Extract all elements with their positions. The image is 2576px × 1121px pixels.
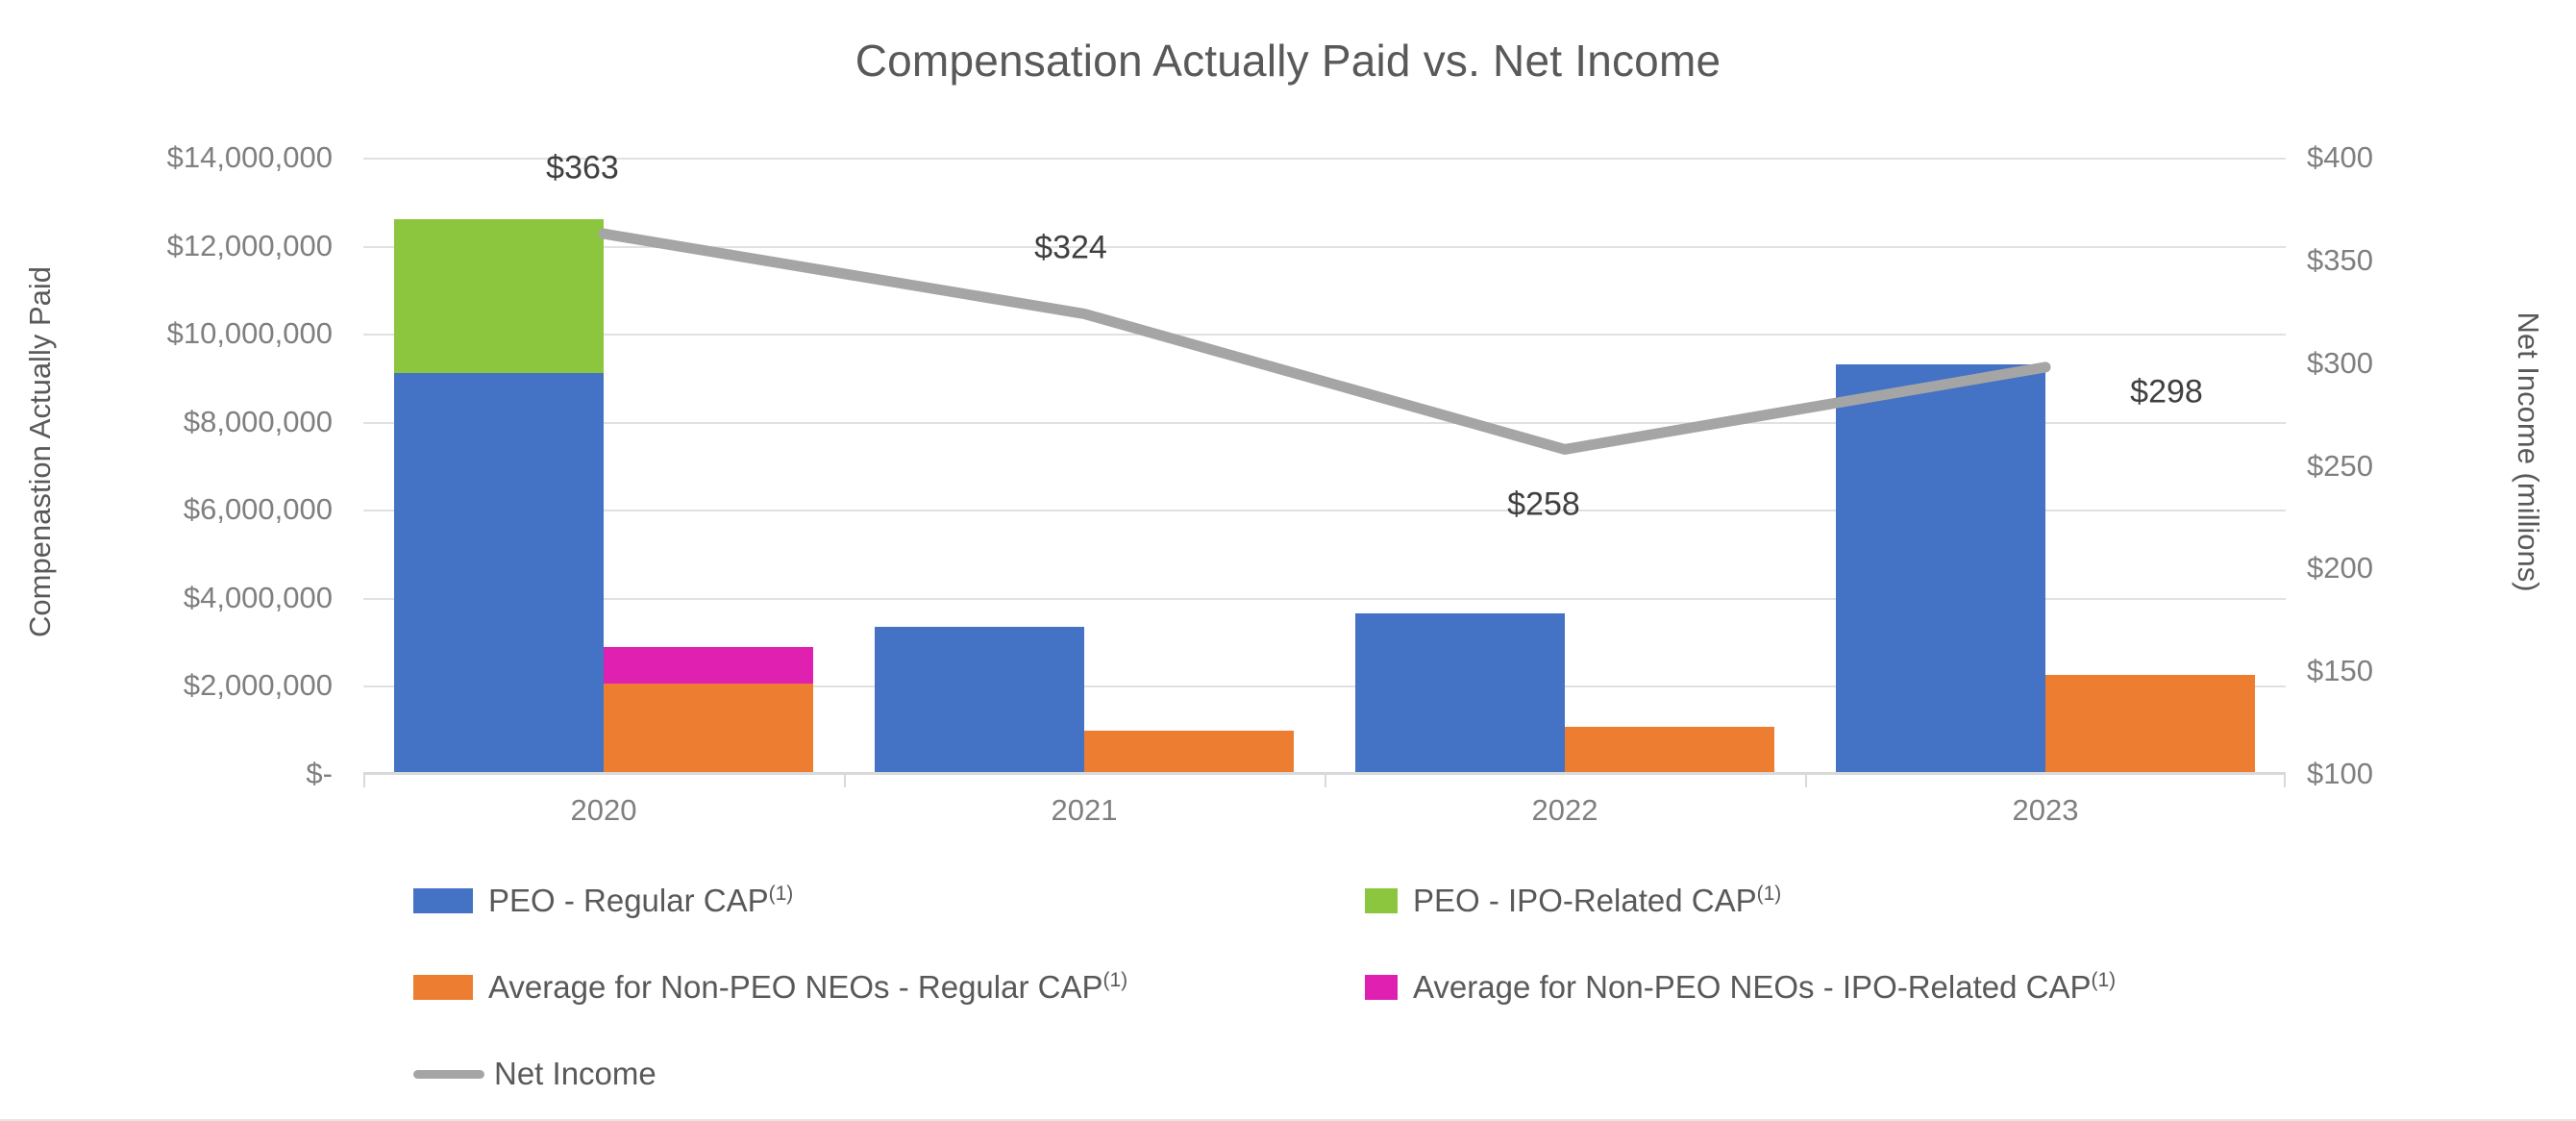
bar-segment[interactable] bbox=[1355, 612, 1565, 774]
plot-area bbox=[363, 158, 2286, 787]
gridline bbox=[363, 510, 2286, 512]
y-axis-left-tick-label: $- bbox=[306, 757, 333, 790]
net-income-line bbox=[604, 234, 2045, 449]
x-axis-tick-label: 2022 bbox=[1531, 793, 1598, 827]
legend-swatch-icon bbox=[1365, 975, 1398, 1000]
y-axis-right-tick-label: $250 bbox=[2307, 448, 2373, 483]
gridline bbox=[363, 158, 2286, 160]
legend-swatch-icon bbox=[413, 975, 473, 1000]
bar-peo-2023[interactable] bbox=[1836, 364, 2045, 774]
bar-neo-2020[interactable] bbox=[604, 647, 813, 774]
x-axis-tick bbox=[363, 774, 365, 787]
bar-peo-2021[interactable] bbox=[875, 627, 1084, 774]
y-axis-right-tick-label: $150 bbox=[2307, 654, 2373, 688]
bar-segment[interactable] bbox=[604, 683, 813, 774]
x-axis-tick bbox=[2284, 774, 2286, 787]
bar-neo-2021[interactable] bbox=[1084, 731, 1294, 774]
bar-peo-2022[interactable] bbox=[1355, 612, 1565, 774]
gridline bbox=[363, 334, 2286, 336]
y-axis-right-tick-label: $100 bbox=[2307, 757, 2373, 790]
bar-segment[interactable] bbox=[2045, 675, 2255, 774]
x-axis-tick-label: 2023 bbox=[2012, 793, 2079, 827]
y-axis-right-title: Net Income (millions) bbox=[2512, 311, 2545, 592]
legend-item-label-text: Net Income bbox=[494, 1056, 656, 1091]
x-axis-tick bbox=[844, 774, 846, 787]
y-axis-right-tick-label: $400 bbox=[2307, 140, 2373, 174]
y-axis-left-tick-label: $10,000,000 bbox=[166, 316, 333, 351]
bar-segment[interactable] bbox=[604, 647, 813, 684]
legend-item-label: PEO - IPO-Related CAP(1) bbox=[1413, 883, 1781, 919]
y-axis-left-tick-label: $4,000,000 bbox=[183, 580, 333, 614]
y-axis-left-tick-label: $12,000,000 bbox=[166, 228, 333, 262]
x-axis-tick-label: 2020 bbox=[570, 793, 637, 827]
x-axis-tick-label: 2021 bbox=[1051, 793, 1118, 827]
bar-segment[interactable] bbox=[394, 373, 604, 774]
y-axis-left-tick-label: $8,000,000 bbox=[183, 404, 333, 438]
y-axis-right-tick-label: $350 bbox=[2307, 242, 2373, 277]
legend-item[interactable]: Net Income bbox=[413, 1056, 656, 1092]
legend-item-label-text: PEO - IPO-Related CAP bbox=[1413, 883, 1757, 918]
y-axis-left-title: Compenastion Actually Paid bbox=[23, 265, 57, 638]
y-axis-left-tick-label: $2,000,000 bbox=[183, 668, 333, 703]
y-axis-right: $100 $150 $200 $250 $300 $350 $400 bbox=[2307, 0, 2557, 1121]
y-axis-right-tick-label: $200 bbox=[2307, 551, 2373, 585]
y-axis-left-tick-label: $6,000,000 bbox=[183, 492, 333, 527]
net-income-data-label: $324 bbox=[1034, 229, 1107, 266]
net-income-data-label: $258 bbox=[1507, 486, 1580, 523]
bar-segment[interactable] bbox=[394, 219, 604, 374]
legend-item-label-text: PEO - Regular CAP bbox=[488, 883, 769, 918]
legend-line-icon bbox=[413, 1069, 484, 1079]
legend-item-label: Net Income bbox=[494, 1056, 656, 1092]
legend-item[interactable]: Average for Non-PEO NEOs - Regular CAP(1… bbox=[413, 969, 1127, 1006]
x-axis-tick bbox=[1325, 774, 1326, 787]
gridline bbox=[363, 597, 2286, 600]
y-axis-left-tick-label: $14,000,000 bbox=[166, 140, 333, 174]
net-income-data-label: $298 bbox=[2130, 373, 2203, 411]
legend-item-label: Average for Non-PEO NEOs - IPO-Related C… bbox=[1413, 969, 2116, 1006]
chart-title: Compensation Actually Paid vs. Net Incom… bbox=[855, 36, 1721, 86]
bar-segment[interactable] bbox=[875, 627, 1084, 774]
net-income-line-series bbox=[363, 158, 2286, 774]
x-axis-baseline bbox=[363, 772, 2286, 775]
net-income-data-label: $363 bbox=[546, 149, 619, 187]
bar-peo-2020[interactable] bbox=[394, 219, 604, 774]
legend-item-footnote: (1) bbox=[768, 883, 794, 905]
bar-segment[interactable] bbox=[1084, 731, 1294, 774]
legend-item[interactable]: PEO - IPO-Related CAP(1) bbox=[1365, 883, 1781, 919]
bar-neo-2023[interactable] bbox=[2045, 675, 2255, 774]
y-axis-right-tick-label: $300 bbox=[2307, 345, 2373, 380]
legend-item-label-text: Average for Non-PEO NEOs - Regular CAP bbox=[488, 969, 1103, 1005]
legend-item-footnote: (1) bbox=[1756, 883, 1782, 905]
legend-item-label: Average for Non-PEO NEOs - Regular CAP(1… bbox=[488, 969, 1127, 1006]
legend-swatch-icon bbox=[1365, 888, 1398, 913]
legend-item-footnote: (1) bbox=[1102, 969, 1128, 991]
legend-item-label: PEO - Regular CAP(1) bbox=[488, 883, 793, 919]
bar-segment[interactable] bbox=[1565, 727, 1774, 774]
x-axis-labels: 2020 2021 2022 2023 bbox=[363, 793, 2286, 841]
legend-swatch-icon bbox=[413, 888, 473, 913]
x-axis-tick bbox=[1805, 774, 1807, 787]
legend-item[interactable]: Average for Non-PEO NEOs - IPO-Related C… bbox=[1365, 969, 2116, 1006]
bar-neo-2022[interactable] bbox=[1565, 727, 1774, 774]
gridline bbox=[363, 245, 2286, 248]
y-axis-left: $- $2,000,000 $4,000,000 $6,000,000 $8,000,0… bbox=[0, 0, 348, 1121]
gridline bbox=[363, 685, 2286, 688]
legend-item[interactable]: PEO - Regular CAP(1) bbox=[413, 883, 793, 919]
legend-item-label-text: Average for Non-PEO NEOs - IPO-Related C… bbox=[1413, 969, 2092, 1005]
legend-item-footnote: (1) bbox=[2091, 969, 2117, 991]
bar-segment[interactable] bbox=[1836, 364, 2045, 774]
gridline bbox=[363, 421, 2286, 424]
